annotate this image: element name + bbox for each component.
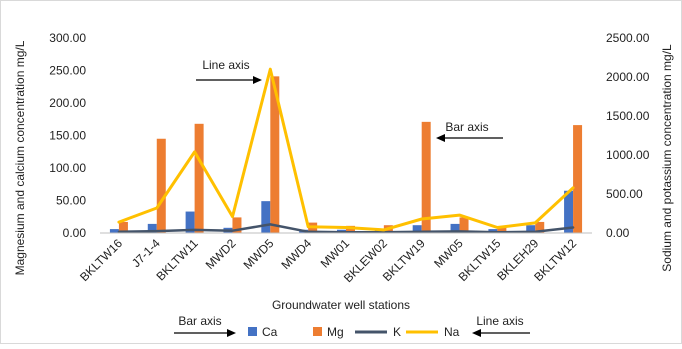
y2-tick-label: 500.00 xyxy=(606,187,643,201)
y-tick-label: 200.00 xyxy=(49,96,86,110)
legend-annotation-bar-axis: Bar axis xyxy=(178,314,221,328)
y2-tick-label: 2000.00 xyxy=(606,70,650,84)
y-ticks-layer: 0.00 50.00 100.00 150.00 200.00 250.00 300.00 xyxy=(49,31,86,240)
x-tick-label: MWD4 xyxy=(278,236,314,272)
y-tick-label: 0.00 xyxy=(63,226,87,240)
legend-swatch-ca xyxy=(248,327,257,336)
bar-ca-bkltw11 xyxy=(185,211,195,233)
bar-mg-bkltw11 xyxy=(194,123,204,233)
legend-swatch-mg xyxy=(313,327,322,336)
legend-bar-axis-arrowhead xyxy=(227,329,236,337)
annotation-bar-axis-arrowhead xyxy=(436,134,445,142)
y-tick-label: 50.00 xyxy=(56,194,86,208)
bar-ca-bkltw16 xyxy=(109,229,119,233)
bars-layer xyxy=(109,76,583,233)
x-tick-label: MWD2 xyxy=(203,236,239,272)
y-axis-label: Magnesium and calcium concentration mg/L xyxy=(13,40,27,275)
bar-ca-bkltw12 xyxy=(564,190,574,233)
x-tick-label: BKLTW11 xyxy=(153,236,201,284)
legend-line-axis-arrowhead xyxy=(472,329,481,337)
y2-tick-label: 1000.00 xyxy=(606,148,650,162)
y-tick-label: 250.00 xyxy=(49,64,86,78)
bar-mg-bkltw19 xyxy=(421,121,431,233)
y2-tick-label: 0.00 xyxy=(606,226,630,240)
x-tick-label: MW01 xyxy=(318,236,353,271)
x-tick-label: BKLTW19 xyxy=(380,236,428,284)
y2-tick-label: 2500.00 xyxy=(606,31,650,45)
x-tick-label: MW05 xyxy=(431,236,466,271)
legend-label-k: K xyxy=(393,325,401,339)
x-tick-label: J7-1-4 xyxy=(129,236,163,270)
y2-ticks-layer: 0.00 500.00 1000.00 1500.00 2000.00 2500.00 xyxy=(606,31,650,240)
bar-mg-bkltw15 xyxy=(497,226,507,233)
x-axis-label: Groundwater well stations xyxy=(272,298,410,312)
legend-label-ca: Ca xyxy=(262,325,278,339)
bar-ca-mw05 xyxy=(450,223,460,233)
annotation-line-axis-top: Line axis xyxy=(202,58,249,72)
bar-ca-bkltw19 xyxy=(412,225,422,233)
bar-mg-mw01 xyxy=(346,225,355,233)
y-tick-label: 300.00 xyxy=(49,31,86,45)
y2-axis-label: Sodium and potassium concentration mg/L xyxy=(660,44,674,272)
bar-ca-mwd5 xyxy=(261,201,271,233)
annotation-line-axis-arrowhead xyxy=(253,76,262,84)
bar-mg-bkleh29 xyxy=(535,221,545,233)
legend-annotation-line-axis: Line axis xyxy=(476,314,523,328)
bar-mg-mwd2 xyxy=(232,217,242,233)
annotation-bar-axis-top: Bar axis xyxy=(445,120,488,134)
legend: Bar axis Ca Mg K Na Line axis xyxy=(174,314,530,339)
legend-label-mg: Mg xyxy=(327,325,344,339)
y-tick-label: 100.00 xyxy=(49,161,86,175)
bar-mg-bkltw16 xyxy=(118,221,128,233)
y2-tick-label: 1500.00 xyxy=(606,109,650,123)
bar-ca-bkleh29 xyxy=(526,225,536,233)
line-k xyxy=(117,223,575,234)
lines-layer xyxy=(117,67,575,234)
y-tick-label: 150.00 xyxy=(49,129,86,143)
bar-mg-j7-1-4 xyxy=(156,138,166,233)
bar-mg-mw05 xyxy=(459,217,469,233)
x-tick-label: BKLTW12 xyxy=(531,236,579,284)
x-tick-label: MWD5 xyxy=(241,236,277,272)
bar-mg-mwd5 xyxy=(270,76,280,233)
line-na xyxy=(117,67,575,232)
bar-mg-bkltw12 xyxy=(573,125,583,233)
legend-label-na: Na xyxy=(444,325,460,339)
bar-ca-j7-1-4 xyxy=(147,223,157,233)
x-tick-label: BKLTW16 xyxy=(77,236,125,284)
